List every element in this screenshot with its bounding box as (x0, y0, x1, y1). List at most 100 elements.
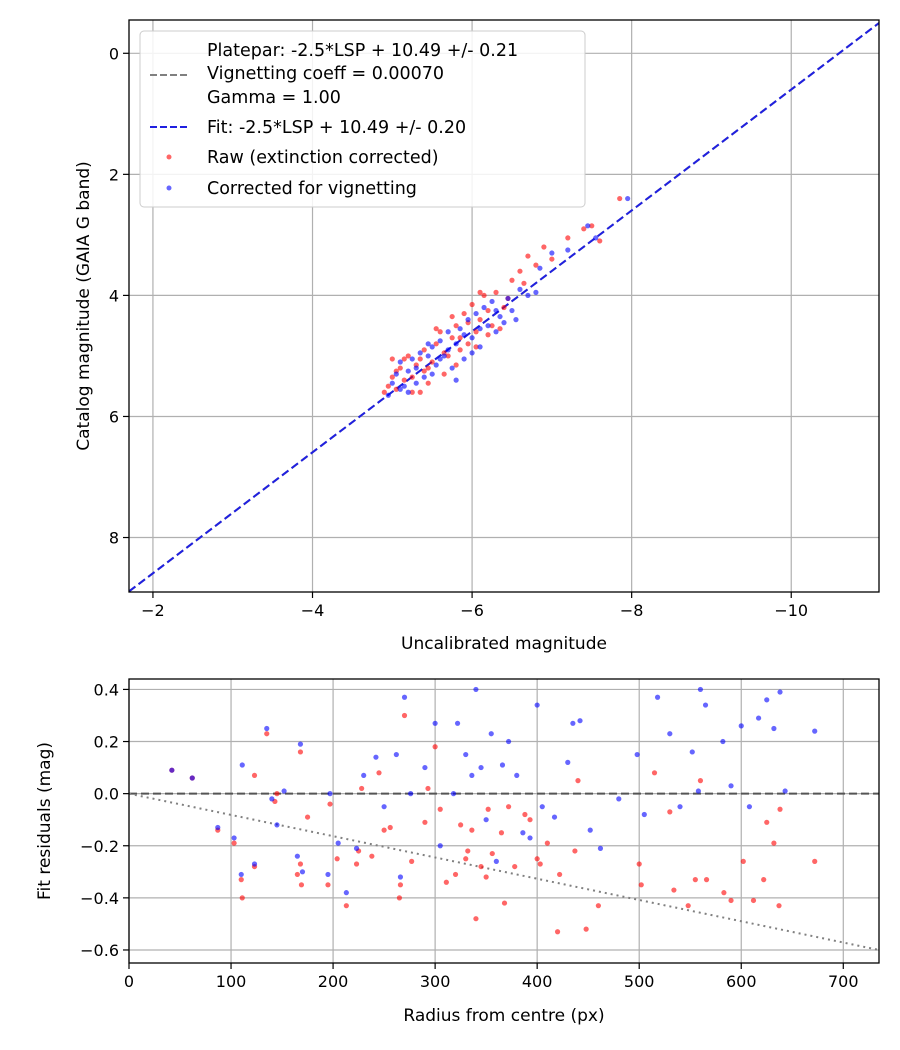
residuals-point-raw (692, 877, 698, 883)
residuals-point-raw (353, 861, 360, 867)
residuals-point-corrected (777, 689, 783, 695)
residuals-point-corrected (755, 715, 762, 721)
residuals-point-raw (397, 882, 404, 888)
magnitude-point-corrected (457, 326, 463, 332)
residuals-point-corrected (325, 871, 331, 878)
residuals-point-raw (554, 929, 561, 935)
residuals-point-raw (304, 814, 311, 820)
legend-gamma-label: Gamma = 1.00 (207, 88, 341, 108)
residuals-point-raw (409, 858, 415, 864)
legend-corrected-label: Corrected for vignetting (207, 179, 417, 199)
residuals-point-raw (740, 858, 746, 864)
residuals-x-tick-label: 500 (624, 972, 655, 991)
magnitude-point-raw (549, 256, 555, 262)
residuals-point-corrected (189, 775, 195, 781)
magnitude-point-raw (433, 326, 439, 332)
residuals-point-corrected (520, 830, 526, 836)
residuals-point-corrected (422, 764, 428, 771)
magnitude-point-corrected (489, 298, 495, 305)
residuals-point-corrected (264, 725, 270, 732)
residuals-point-corrected (473, 686, 479, 693)
residuals-point-raw (274, 791, 280, 797)
magnitude-point-corrected (429, 371, 435, 377)
residuals-point-raw (465, 848, 471, 854)
magnitude-point-corrected (401, 383, 407, 389)
residuals-point-corrected (215, 824, 221, 831)
magnitude-point-corrected (585, 223, 591, 229)
magnitude-point-raw (509, 277, 515, 283)
magnitude-point-raw (541, 244, 547, 250)
residuals-y-tick-label: 0.4 (94, 680, 119, 699)
residuals-point-raw (343, 903, 349, 909)
residuals-point-corrected (641, 811, 647, 818)
magnitude-x-tick-label: −8 (620, 601, 644, 620)
residuals-chart: 0 100 200 300 400 500 600 700 0.4 0.2 0.0 −0.2 −0.4 −… (35, 678, 880, 1026)
magnitude-point-corrected (481, 304, 487, 311)
magnitude-point-corrected (405, 389, 411, 395)
residuals-point-raw (327, 801, 333, 807)
residuals-point-raw (522, 811, 528, 818)
residuals-point-raw (483, 874, 489, 880)
legend-fit-label: Fit: -2.5*LSP + 10.49 +/- 0.20 (207, 118, 466, 138)
magnitude-x-tick-label: −4 (301, 601, 325, 620)
residuals-point-raw (401, 712, 408, 719)
legend-vignetting-label: Vignetting coeff = 0.00070 (207, 64, 444, 84)
residuals-point-raw (359, 785, 365, 792)
legend-raw-label: Raw (extinction corrected) (207, 148, 439, 168)
magnitude-x-tick-label: −10 (774, 601, 808, 620)
residuals-point-raw (537, 861, 543, 867)
magnitude-point-corrected (453, 377, 459, 383)
residuals-point-raw (498, 830, 505, 836)
residuals-point-corrected (397, 874, 404, 880)
residuals-point-raw (771, 840, 777, 846)
residuals-plot-area (129, 679, 879, 963)
residuals-point-corrected (764, 697, 770, 703)
residuals-point-corrected (393, 751, 399, 758)
residuals-point-raw (583, 926, 589, 932)
magnitude-point-raw (409, 389, 415, 395)
residuals-point-raw (505, 804, 512, 810)
residuals-point-raw (776, 903, 782, 909)
residuals-point-corrected (454, 720, 461, 726)
residuals-point-corrected (361, 772, 367, 779)
residuals-x-tick-label: 0 (124, 972, 134, 991)
residuals-point-raw (534, 856, 540, 862)
residuals-point-raw (422, 819, 428, 825)
magnitude-point-raw (449, 313, 455, 320)
residuals-point-corrected (478, 764, 484, 771)
residuals-point-raw (231, 840, 237, 846)
magnitude-point-corrected (417, 350, 423, 356)
magnitude-point-raw (501, 304, 507, 311)
magnitude-point-raw (481, 292, 487, 299)
residuals-point-corrected (463, 751, 469, 758)
magnitude-point-corrected (513, 317, 519, 323)
magnitude-point-corrected (425, 341, 431, 347)
magnitude-point-corrected (465, 317, 471, 323)
residuals-point-corrected (335, 840, 341, 846)
magnitude-point-raw (473, 344, 479, 350)
residuals-point-raw (501, 900, 508, 906)
residuals-point-corrected (738, 723, 744, 729)
residuals-y-tick-label: −0.2 (80, 837, 119, 856)
residuals-point-raw (721, 890, 727, 896)
residuals-point-corrected (677, 804, 683, 810)
residuals-point-raw (638, 882, 644, 888)
residuals-point-corrected (514, 772, 520, 779)
residuals-x-axis-label: Radius from centre (px) (403, 1006, 604, 1026)
residuals-point-corrected (450, 791, 457, 797)
magnitude-point-corrected (525, 292, 531, 299)
residuals-point-raw (463, 856, 469, 862)
residuals-point-raw (239, 895, 245, 901)
residuals-point-raw (697, 778, 704, 784)
magnitude-point-raw (385, 383, 391, 389)
residuals-point-raw (575, 778, 581, 784)
residuals-point-corrected (534, 702, 540, 708)
residuals-point-corrected (587, 827, 593, 833)
residuals-point-raw (334, 856, 340, 862)
magnitude-point-raw (421, 368, 427, 374)
residuals-point-corrected (437, 843, 443, 849)
magnitude-ticks: −2 −4 −6 −8 −10 0 2 4 6 8 (109, 44, 808, 620)
residuals-point-corrected (720, 738, 726, 745)
residuals-point-raw (636, 861, 642, 867)
magnitude-point-raw (473, 329, 479, 335)
